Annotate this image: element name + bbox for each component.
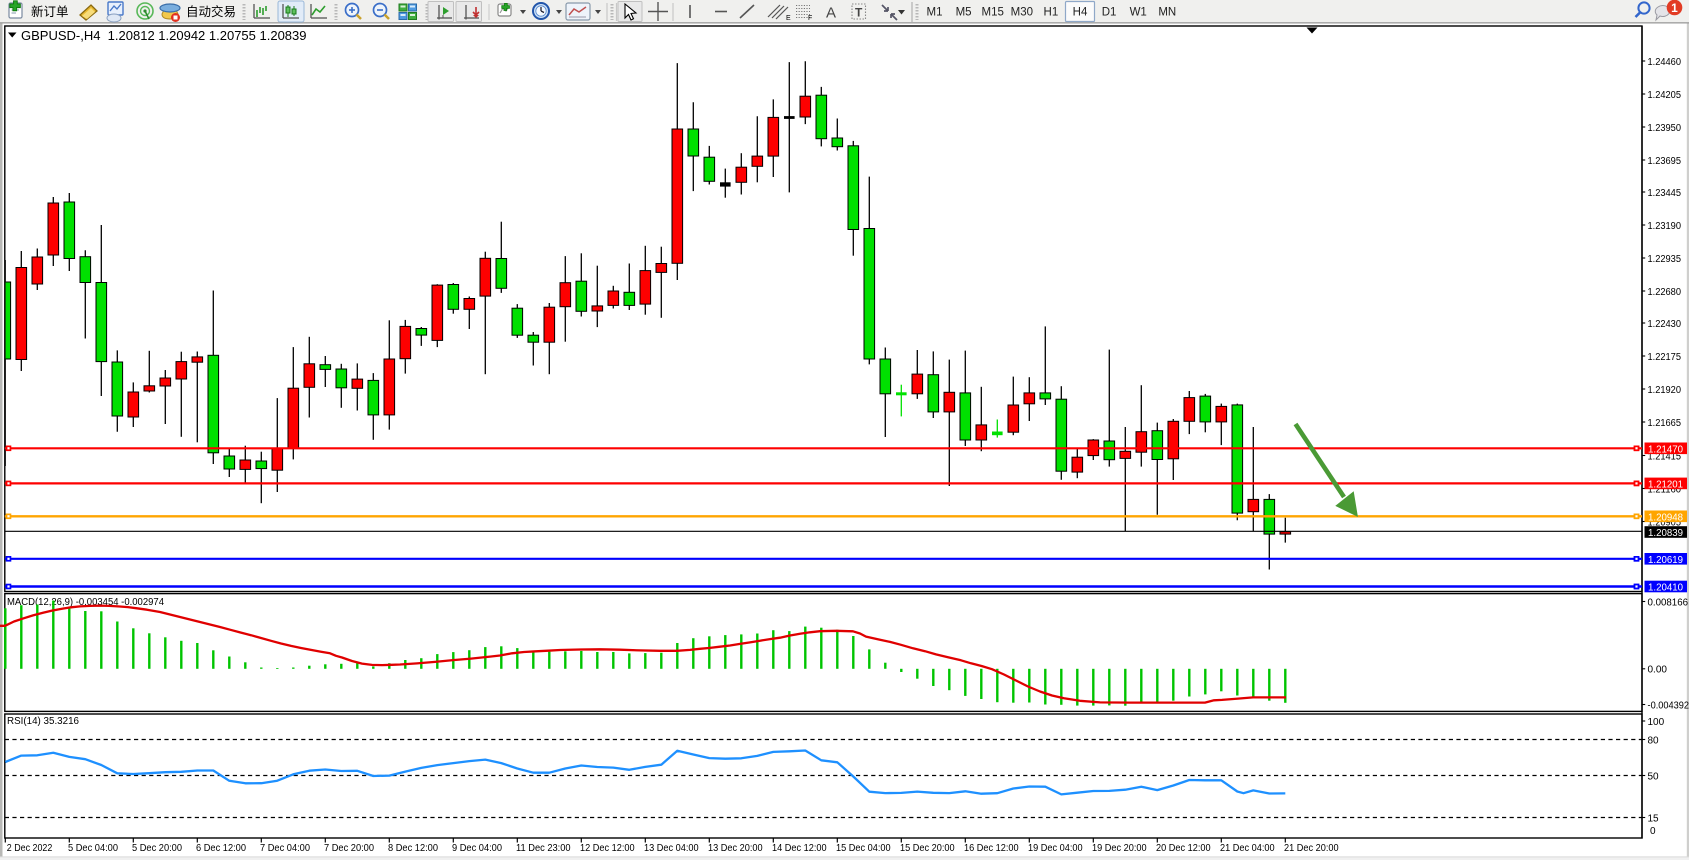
svg-text:5 Dec 20:00: 5 Dec 20:00 bbox=[132, 842, 182, 854]
svg-text:F: F bbox=[808, 15, 812, 22]
svg-text:7 Dec 20:00: 7 Dec 20:00 bbox=[324, 842, 374, 854]
svg-text:1.23445: 1.23445 bbox=[1648, 188, 1682, 199]
svg-text:1.22935: 1.22935 bbox=[1648, 254, 1682, 265]
svg-text:M15: M15 bbox=[982, 7, 1004, 19]
svg-text:15: 15 bbox=[1648, 813, 1660, 824]
svg-text:新订单: 新订单 bbox=[31, 4, 69, 19]
svg-text:1.23695: 1.23695 bbox=[1648, 156, 1682, 167]
svg-text:1.23190: 1.23190 bbox=[1648, 221, 1682, 232]
svg-text:E: E bbox=[786, 15, 791, 22]
svg-text:12 Dec 12:00: 12 Dec 12:00 bbox=[580, 842, 635, 854]
svg-text:-0.004392: -0.004392 bbox=[1648, 700, 1689, 711]
svg-text:21 Dec 04:00: 21 Dec 04:00 bbox=[1220, 842, 1275, 854]
svg-text:13 Dec 20:00: 13 Dec 20:00 bbox=[708, 842, 763, 854]
svg-text:1.21665: 1.21665 bbox=[1648, 418, 1682, 429]
svg-text:1.21470: 1.21470 bbox=[1648, 445, 1683, 456]
svg-text:0: 0 bbox=[1650, 826, 1656, 837]
svg-text:50: 50 bbox=[1648, 771, 1660, 782]
svg-text:1.22430: 1.22430 bbox=[1648, 319, 1682, 330]
svg-text:16 Dec 12:00: 16 Dec 12:00 bbox=[964, 842, 1019, 854]
svg-text:100: 100 bbox=[1648, 717, 1665, 728]
svg-text:1.20619: 1.20619 bbox=[1648, 555, 1683, 566]
svg-text:0.008166: 0.008166 bbox=[1648, 597, 1689, 608]
svg-text:H4: H4 bbox=[1073, 7, 1088, 19]
svg-text:1.24460: 1.24460 bbox=[1648, 57, 1682, 68]
svg-text:19 Dec 20:00: 19 Dec 20:00 bbox=[1092, 842, 1147, 854]
svg-text:MN: MN bbox=[1158, 7, 1176, 19]
svg-text:1.22175: 1.22175 bbox=[1648, 352, 1682, 363]
svg-text:D1: D1 bbox=[1102, 7, 1117, 19]
svg-text:80: 80 bbox=[1648, 735, 1660, 746]
svg-text:15 Dec 20:00: 15 Dec 20:00 bbox=[900, 842, 955, 854]
svg-text:1: 1 bbox=[1671, 1, 1678, 15]
svg-text:M1: M1 bbox=[927, 7, 943, 19]
svg-text:1.21920: 1.21920 bbox=[1648, 385, 1682, 396]
svg-text:T: T bbox=[855, 6, 863, 20]
svg-text:M5: M5 bbox=[956, 7, 972, 19]
svg-text:1.20410: 1.20410 bbox=[1648, 583, 1683, 594]
svg-text:1.23950: 1.23950 bbox=[1648, 123, 1682, 134]
svg-text:M30: M30 bbox=[1011, 7, 1033, 19]
svg-text:21 Dec 20:00: 21 Dec 20:00 bbox=[1284, 842, 1339, 854]
svg-text:A: A bbox=[826, 5, 836, 22]
svg-text:2 Dec 2022: 2 Dec 2022 bbox=[7, 842, 53, 854]
svg-text:14 Dec 12:00: 14 Dec 12:00 bbox=[772, 842, 827, 854]
svg-text:13 Dec 04:00: 13 Dec 04:00 bbox=[644, 842, 699, 854]
svg-text:15 Dec 04:00: 15 Dec 04:00 bbox=[836, 842, 891, 854]
svg-text:6 Dec 12:00: 6 Dec 12:00 bbox=[196, 842, 246, 854]
svg-text:RSI(14) 35.3216: RSI(14) 35.3216 bbox=[7, 716, 79, 727]
svg-text:自动交易: 自动交易 bbox=[186, 4, 236, 19]
svg-text:7 Dec 04:00: 7 Dec 04:00 bbox=[260, 842, 310, 854]
svg-text:19 Dec 04:00: 19 Dec 04:00 bbox=[1028, 842, 1083, 854]
svg-text:0.00: 0.00 bbox=[1648, 665, 1668, 676]
svg-text:5 Dec 04:00: 5 Dec 04:00 bbox=[68, 842, 118, 854]
svg-text:W1: W1 bbox=[1130, 7, 1147, 19]
svg-text:H1: H1 bbox=[1044, 7, 1059, 19]
svg-text:GBPUSD-,H4 1.20812 1.20942 1.: GBPUSD-,H4 1.20812 1.20942 1.20755 1.208… bbox=[21, 28, 307, 43]
svg-text:1.24205: 1.24205 bbox=[1648, 90, 1682, 101]
svg-text:8 Dec 12:00: 8 Dec 12:00 bbox=[388, 842, 438, 854]
svg-text:20 Dec 12:00: 20 Dec 12:00 bbox=[1156, 842, 1211, 854]
svg-text:1.22680: 1.22680 bbox=[1648, 287, 1682, 298]
svg-text:1.20839: 1.20839 bbox=[1648, 528, 1683, 539]
svg-text:9 Dec 04:00: 9 Dec 04:00 bbox=[452, 842, 502, 854]
svg-text:1.21201: 1.21201 bbox=[1648, 480, 1683, 491]
svg-text:1.20948: 1.20948 bbox=[1648, 513, 1683, 524]
svg-text:11 Dec 23:00: 11 Dec 23:00 bbox=[516, 842, 571, 854]
